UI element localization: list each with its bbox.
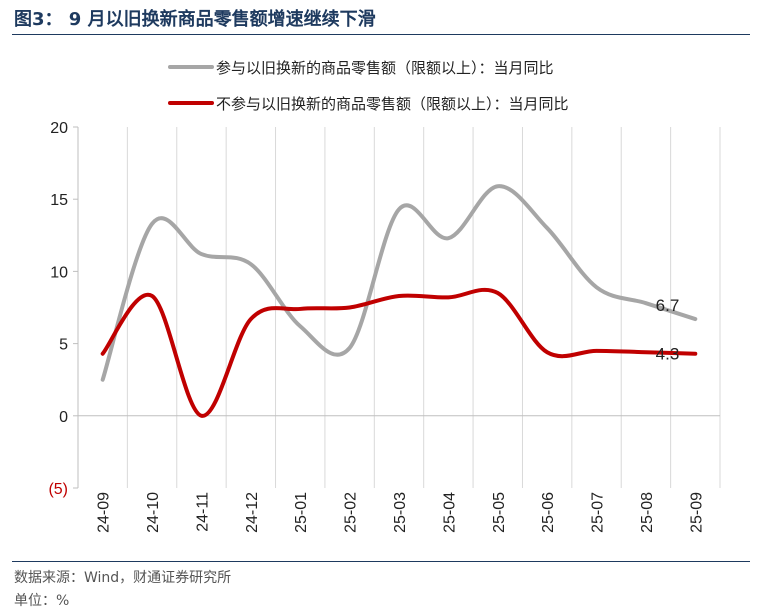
y-tick-label: 10: [50, 264, 68, 281]
axes: 20 15 10 5 0 (5) 24-09 24-10 24-11 24-12 25-01 25-0…: [48, 120, 720, 533]
x-tick-label: 25-01: [293, 492, 310, 533]
legend-label: 参与以旧换新的商品零售额（限额以上）：当月同比: [216, 59, 554, 77]
x-tick-label: 25-07: [590, 492, 607, 533]
y-tick-label: 0: [59, 409, 68, 426]
footer-rule: [12, 561, 750, 562]
y-tick-label: 20: [50, 120, 68, 137]
source-note: 数据来源：Wind，财通证券研究所: [14, 570, 232, 586]
x-tick-label: 25-09: [688, 492, 705, 533]
grid: [77, 127, 721, 488]
x-tick-label: 25-08: [639, 492, 656, 533]
data-label-end: 6.7: [656, 296, 680, 315]
title-rule: [12, 34, 750, 35]
x-tick-label: 25-06: [540, 492, 557, 533]
series-line-trade-in: [100, 184, 698, 382]
legend: 参与以旧换新的商品零售额（限额以上）：当月同比不参与以旧换新的商品零售额（限额以…: [168, 59, 569, 113]
data-labels: 6.7 4.3: [656, 296, 680, 364]
y-tick-label: (5): [48, 481, 68, 498]
series-line-non-trade-in: [100, 287, 698, 418]
series-group: [100, 184, 698, 418]
y-tick-label: 15: [50, 192, 68, 209]
x-tick-label: 25-04: [441, 492, 458, 533]
x-tick-label: 24-09: [96, 492, 113, 533]
data-label-end: 4.3: [656, 345, 680, 364]
x-tick-label: 24-12: [244, 492, 261, 533]
x-tick-label: 25-05: [491, 492, 508, 533]
line-chart: 参与以旧换新的商品零售额（限额以上）：当月同比不参与以旧换新的商品零售额（限额以…: [48, 59, 721, 533]
x-tick-label: 25-02: [343, 492, 360, 533]
unit-note: 单位：%: [14, 593, 70, 609]
x-tick-label: 24-10: [145, 492, 162, 533]
x-tick-label: 24-11: [194, 492, 211, 532]
y-tick-label: 5: [59, 337, 68, 354]
legend-label: 不参与以旧换新的商品零售额（限额以上）：当月同比: [216, 95, 569, 113]
figure-title: 图3： 9 月以旧换新商品零售额增速继续下滑: [14, 9, 376, 30]
x-tick-label: 25-03: [392, 492, 409, 533]
